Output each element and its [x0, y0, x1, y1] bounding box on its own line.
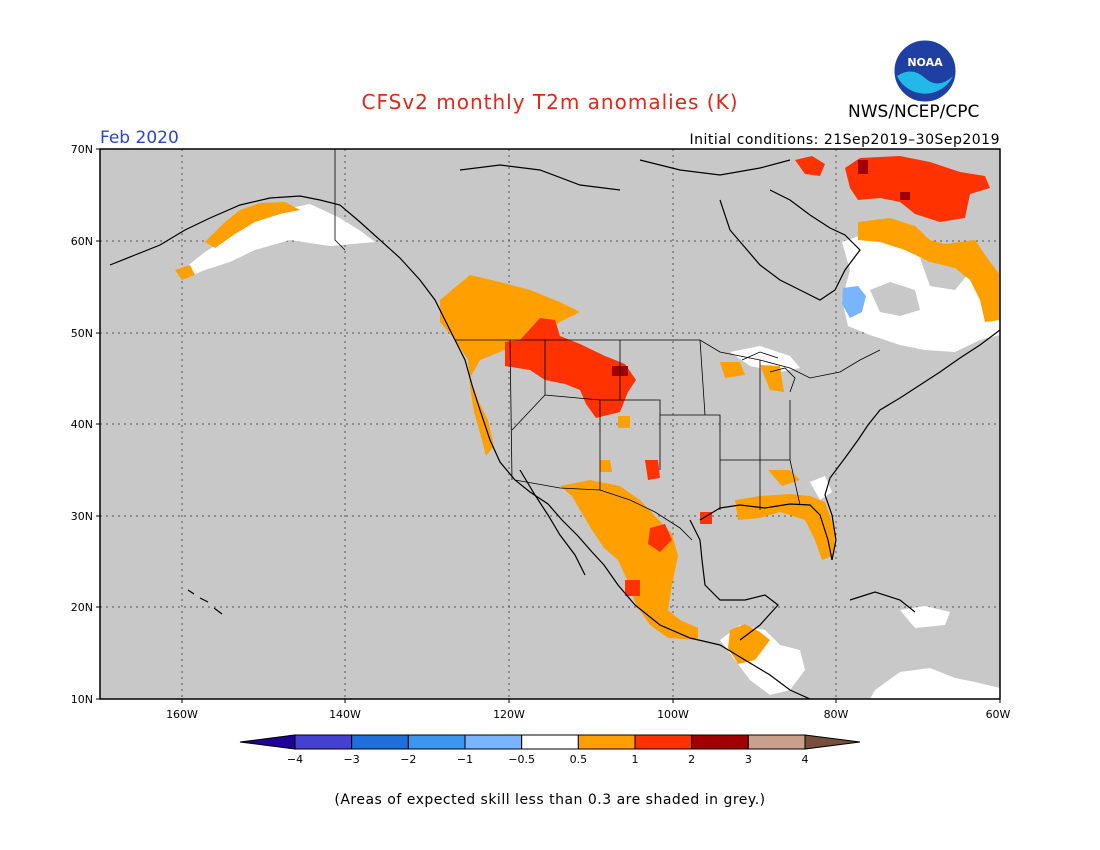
lat-label: 30N — [71, 510, 93, 523]
lon-label: 80W — [824, 708, 849, 721]
graticule — [100, 149, 1000, 699]
legend-swatch — [634, 734, 693, 750]
forecast-month: Feb 2020 — [100, 128, 179, 148]
lat-label: 10N — [71, 693, 93, 706]
legend-swatch-max — [804, 734, 861, 750]
legend-swatch — [407, 734, 466, 750]
lat-label: 70N — [71, 143, 93, 156]
organization-label: NWS/NCEP/CPC — [848, 102, 980, 122]
legend-swatch — [521, 734, 579, 750]
legend-label: 2 — [688, 753, 695, 766]
legend-label: −3 — [344, 753, 360, 766]
initial-conditions: Initial conditions: 21Sep2019–30Sep2019 — [689, 132, 1000, 148]
legend-swatch — [294, 734, 353, 750]
lon-label: 160W — [166, 708, 198, 721]
legend-swatch — [577, 734, 636, 750]
legend-colorbar — [239, 734, 861, 750]
political-borders — [334, 149, 881, 541]
lon-label: 120W — [493, 708, 525, 721]
legend-label: 4 — [802, 753, 809, 766]
legend-swatch — [351, 734, 409, 750]
legend-label: −1 — [457, 753, 473, 766]
legend-swatch-min — [239, 734, 296, 750]
legend-swatch — [691, 734, 749, 750]
lat-label: 50N — [71, 327, 93, 340]
legend-swatch — [747, 734, 806, 750]
longitude-labels: 160W 140W 120W 100W 80W 60W — [166, 708, 1010, 721]
cool-anomaly-area — [842, 286, 866, 318]
legend-label: −2 — [400, 753, 416, 766]
legend-label: −4 — [287, 753, 303, 766]
map-title: CFSv2 monthly T2m anomalies (K) — [361, 90, 739, 114]
lat-label: 60N — [71, 235, 93, 248]
legend-label: 1 — [632, 753, 639, 766]
noaa-logo-text: NOAA — [907, 56, 943, 69]
skill-footnote: (Areas of expected skill less than 0.3 a… — [334, 792, 766, 808]
legend-label: 3 — [745, 753, 752, 766]
warm-1-areas — [505, 156, 990, 596]
legend-label: −0.5 — [508, 753, 535, 766]
latitude-labels: 70N 60N 50N 40N 30N 20N 10N — [71, 143, 93, 706]
lat-label: 20N — [71, 601, 93, 614]
lat-label: 40N — [71, 418, 93, 431]
lon-label: 60W — [986, 708, 1011, 721]
coastlines — [109, 159, 1000, 699]
lon-label: 100W — [657, 708, 689, 721]
legend-label: 0.5 — [570, 753, 588, 766]
legend-swatch — [464, 734, 523, 750]
lon-label: 140W — [329, 708, 361, 721]
noaa-logo: NOAA — [893, 39, 957, 103]
legend-labels: −4 −3 −2 −1 −0.5 0.5 1 2 3 4 — [287, 753, 809, 766]
